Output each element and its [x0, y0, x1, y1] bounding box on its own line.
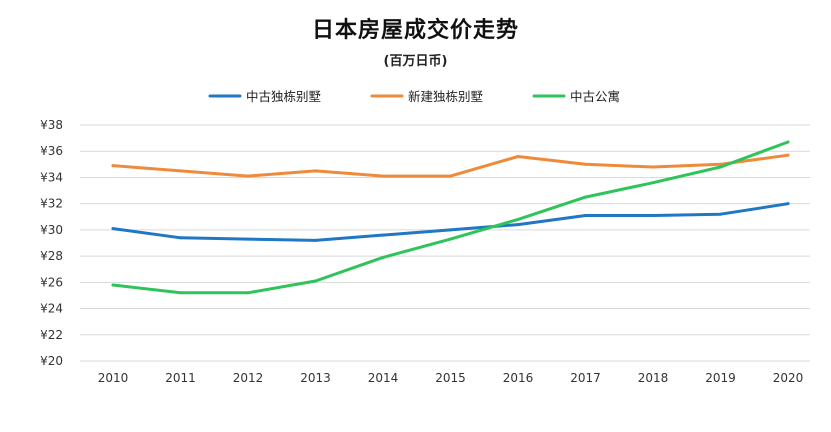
y-tick-label: ¥20 [40, 354, 63, 368]
x-tick-label: 2020 [773, 371, 804, 385]
y-tick-label: ¥26 [40, 275, 63, 289]
y-tick-label: ¥34 [40, 170, 63, 184]
y-tick-label: ¥24 [40, 302, 63, 316]
y-tick-label: ¥36 [40, 144, 63, 158]
y-tick-label: ¥22 [40, 328, 63, 342]
y-tick-label: ¥32 [40, 197, 63, 211]
chart-title: 日本房屋成交价走势 [311, 18, 519, 43]
y-tick-label: ¥38 [40, 118, 63, 132]
data-point [246, 291, 250, 295]
x-tick-label: 2018 [638, 371, 669, 385]
data-point [314, 279, 317, 283]
data-point [314, 238, 317, 242]
x-tick-label: 2013 [300, 371, 331, 385]
data-point [449, 174, 452, 178]
chart-subtitle: (百万日币) [383, 54, 448, 69]
y-tick-label: ¥28 [40, 249, 63, 263]
data-point [516, 217, 520, 221]
data-point [651, 165, 655, 169]
x-tick-label: 2014 [368, 371, 399, 385]
data-point [719, 212, 722, 216]
data-point [651, 213, 655, 217]
data-point [584, 195, 587, 199]
data-point [584, 213, 587, 217]
data-point [719, 162, 722, 166]
data-point [246, 174, 250, 178]
data-point [246, 237, 250, 241]
x-tick-label: 2016 [503, 371, 534, 385]
x-tick-label: 2012 [233, 371, 264, 385]
x-tick-label: 2011 [165, 371, 196, 385]
data-point [179, 169, 182, 173]
data-point [786, 202, 790, 206]
data-point [516, 223, 520, 227]
legend: 中古独栋别墅 新建独栋别墅 中古公寓 [208, 89, 620, 104]
series-lines [111, 140, 790, 295]
data-point [786, 140, 790, 144]
x-tick-label: 2017 [570, 371, 601, 385]
y-axis: ¥20 ¥22 ¥24 ¥26 ¥28 ¥30 ¥32 ¥34 ¥36 ¥38 [40, 118, 63, 368]
data-point [381, 233, 385, 237]
x-tick-label: 2019 [705, 371, 736, 385]
x-tick-label: 2015 [435, 371, 466, 385]
data-point [111, 283, 115, 287]
data-point [584, 162, 587, 166]
data-point [179, 291, 182, 295]
data-point [449, 237, 452, 241]
data-point [179, 236, 182, 240]
legend-label-1: 新建独栋别墅 [408, 89, 483, 104]
x-axis: 2010 2011 2012 2013 2014 2015 2016 2017 2018 2019… [98, 371, 804, 385]
legend-label-2: 中古公寓 [570, 89, 620, 104]
data-point [111, 164, 115, 168]
x-tick-label: 2010 [98, 371, 129, 385]
data-point [314, 169, 317, 173]
data-point [651, 181, 655, 185]
data-point [111, 227, 115, 231]
data-point [449, 228, 452, 232]
data-point [516, 154, 520, 158]
gridlines [80, 124, 810, 362]
series-line-0 [111, 202, 790, 242]
data-point [786, 153, 790, 157]
y-tick-label: ¥30 [40, 223, 63, 237]
data-point [381, 174, 385, 178]
data-point [719, 165, 722, 169]
data-point [381, 255, 385, 259]
legend-label-0: 中古独栋别墅 [246, 89, 321, 104]
series-line-1 [111, 153, 790, 178]
